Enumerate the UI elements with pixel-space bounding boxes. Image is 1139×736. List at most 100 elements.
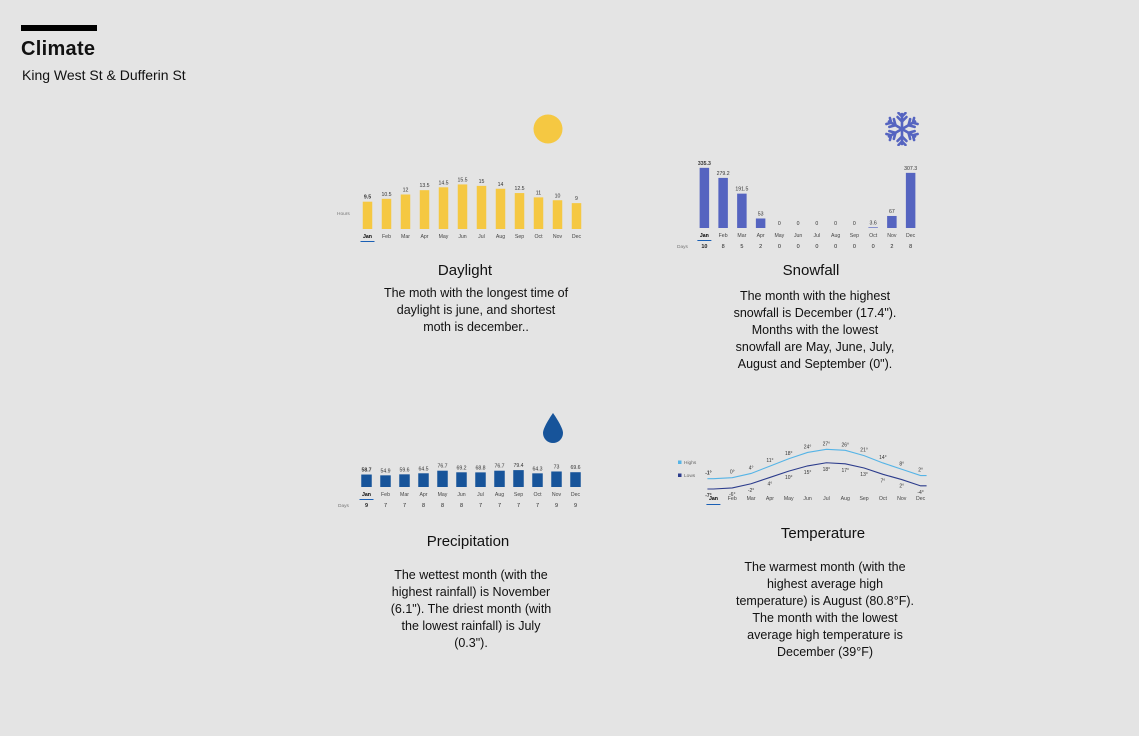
bar-precipitation-oct	[532, 473, 543, 487]
bar-daylight-jun	[457, 184, 468, 229]
tick-label-snowfall-sep: Sep	[850, 233, 859, 239]
value-label-precipitation-jan: 58.7	[361, 468, 371, 474]
value-label-snowfall-apr: 53	[758, 211, 764, 217]
data-label-lows-nov: 2°	[899, 484, 904, 490]
tick-label-temperature-oct: Oct	[879, 496, 888, 502]
data-label-highs-oct: 14°	[879, 455, 887, 461]
tick-label-temperature-mar: Mar	[747, 496, 756, 502]
value-label-precipitation-apr: 64.5	[418, 466, 428, 472]
data-label-highs-may: 18°	[785, 451, 793, 457]
days-label-precipitation-oct: 7	[536, 503, 539, 509]
bar-precipitation-sep	[513, 470, 524, 487]
days-label-precipitation-sep: 7	[517, 503, 520, 509]
bar-daylight-mar	[400, 194, 411, 229]
days-label-snowfall-dec: 8	[909, 244, 912, 250]
tick-label-daylight-mar: Mar	[401, 234, 410, 240]
data-label-lows-sep: 13°	[860, 472, 868, 478]
tick-label-precipitation-nov: Nov	[552, 492, 562, 498]
bar-snowfall-jan	[699, 167, 710, 228]
raindrop-icon	[543, 413, 563, 443]
days-label-snowfall-mar: 5	[740, 244, 743, 250]
bar-snowfall-mar	[737, 193, 747, 228]
value-label-daylight-nov: 10	[555, 193, 561, 199]
days-label-snowfall-oct: 0	[872, 244, 875, 250]
bar-precipitation-dec	[570, 472, 581, 487]
days-label-precipitation-mar: 7	[403, 503, 406, 509]
tick-label-precipitation-may: May	[438, 492, 448, 498]
tick-label-snowfall-dec: Dec	[906, 233, 916, 239]
days-label-precipitation-feb: 7	[384, 503, 387, 509]
value-label-precipitation-sep: 79.4	[513, 463, 523, 469]
days-label-precipitation-jan: 9	[365, 503, 368, 509]
value-label-daylight-mar: 12	[403, 188, 409, 194]
days-label-precipitation-nov: 9	[555, 503, 558, 509]
value-label-precipitation-feb: 54.9	[380, 468, 390, 474]
tick-label-precipitation-aug: Aug	[495, 492, 504, 498]
snowflake-icon	[885, 112, 919, 146]
tick-label-daylight-oct: Oct	[534, 234, 543, 240]
tick-label-temperature-may: May	[784, 496, 794, 502]
value-label-precipitation-jun: 69.2	[456, 465, 466, 471]
bar-daylight-oct	[533, 197, 544, 229]
value-label-daylight-dec: 9	[575, 196, 578, 202]
tick-label-daylight-jan: Jan	[363, 234, 372, 240]
tick-label-snowfall-feb: Feb	[719, 233, 728, 239]
value-label-precipitation-jul: 68.8	[475, 465, 485, 471]
selected-month-underline-precipitation	[359, 499, 374, 500]
temperature-description: The warmest month (with the highest aver…	[736, 560, 914, 659]
days-label-snowfall-aug: 0	[834, 244, 837, 250]
data-label-lows-feb: -6°	[729, 492, 735, 498]
days-label-snowfall-may: 0	[778, 244, 781, 250]
value-label-snowfall-jun: 0	[797, 221, 800, 227]
snowfall-chart: 335.3 Jan 10 279.2 Feb 8 191.5 Mar 5 53 Apr 2 0 May 0 0…	[677, 161, 917, 250]
value-label-snowfall-dec: 307.3	[904, 166, 917, 172]
bar-daylight-sep	[514, 193, 525, 229]
value-label-daylight-feb: 10.5	[381, 192, 391, 198]
days-label-snowfall-apr: 2	[759, 244, 762, 250]
value-label-daylight-jun: 15.5	[457, 177, 467, 183]
value-label-daylight-oct: 11	[536, 190, 541, 196]
tick-label-daylight-may: May	[439, 234, 449, 240]
value-label-daylight-jul: 15	[479, 179, 485, 185]
tick-label-precipitation-sep: Sep	[514, 492, 523, 498]
value-label-precipitation-nov: 73	[554, 464, 560, 470]
bar-precipitation-aug	[494, 470, 505, 487]
tick-label-precipitation-mar: Mar	[400, 492, 409, 498]
tick-label-daylight-nov: Nov	[553, 234, 563, 240]
tick-label-temperature-sep: Sep	[859, 496, 868, 502]
tick-label-precipitation-jan: Jan	[362, 492, 371, 498]
tick-label-daylight-aug: Aug	[496, 234, 505, 240]
value-label-snowfall-sep: 0	[853, 221, 856, 227]
data-label-lows-jun: 15°	[804, 470, 812, 476]
data-label-highs-aug: 26°	[841, 442, 849, 448]
sun-icon	[533, 114, 563, 144]
tick-label-temperature-dec: Dec	[916, 496, 926, 502]
header-rule	[21, 25, 97, 31]
days-row-label-snowfall: Days	[677, 244, 689, 250]
data-label-lows-dec: -4°	[917, 490, 923, 496]
days-row-label-precipitation: Days	[338, 503, 350, 509]
bar-snowfall-oct	[868, 227, 878, 228]
page-title: Climate	[21, 38, 96, 60]
value-label-snowfall-nov: 67	[889, 209, 895, 215]
tick-label-precipitation-oct: Oct	[533, 492, 542, 498]
value-label-precipitation-may: 76.7	[437, 464, 447, 470]
daylight-chart: 9.5 Jan 10.5 Feb 12 Mar 13.5 Apr 14.5 May 15.5 Jun 1…	[337, 177, 582, 242]
temperature-title: Temperature	[780, 525, 866, 542]
days-label-snowfall-sep: 0	[853, 244, 856, 250]
legend-swatch-lows	[678, 473, 682, 477]
bar-precipitation-apr	[418, 473, 429, 487]
days-label-precipitation-jun: 8	[460, 503, 463, 509]
bar-precipitation-nov	[551, 471, 562, 487]
bar-snowfall-dec	[905, 172, 916, 228]
legend-label-highs: Highs	[684, 460, 697, 466]
tick-label-daylight-jul: Jul	[478, 234, 485, 240]
tick-label-temperature-nov: Nov	[897, 496, 907, 502]
tick-label-snowfall-mar: Mar	[737, 233, 746, 239]
tick-label-temperature-jun: Jun	[803, 496, 811, 502]
bar-precipitation-mar	[399, 474, 410, 487]
series-line-highs	[707, 448, 927, 480]
selected-month-underline-snowfall	[697, 240, 712, 241]
value-label-snowfall-jan: 335.3	[698, 161, 711, 167]
bar-daylight-may	[438, 187, 449, 229]
